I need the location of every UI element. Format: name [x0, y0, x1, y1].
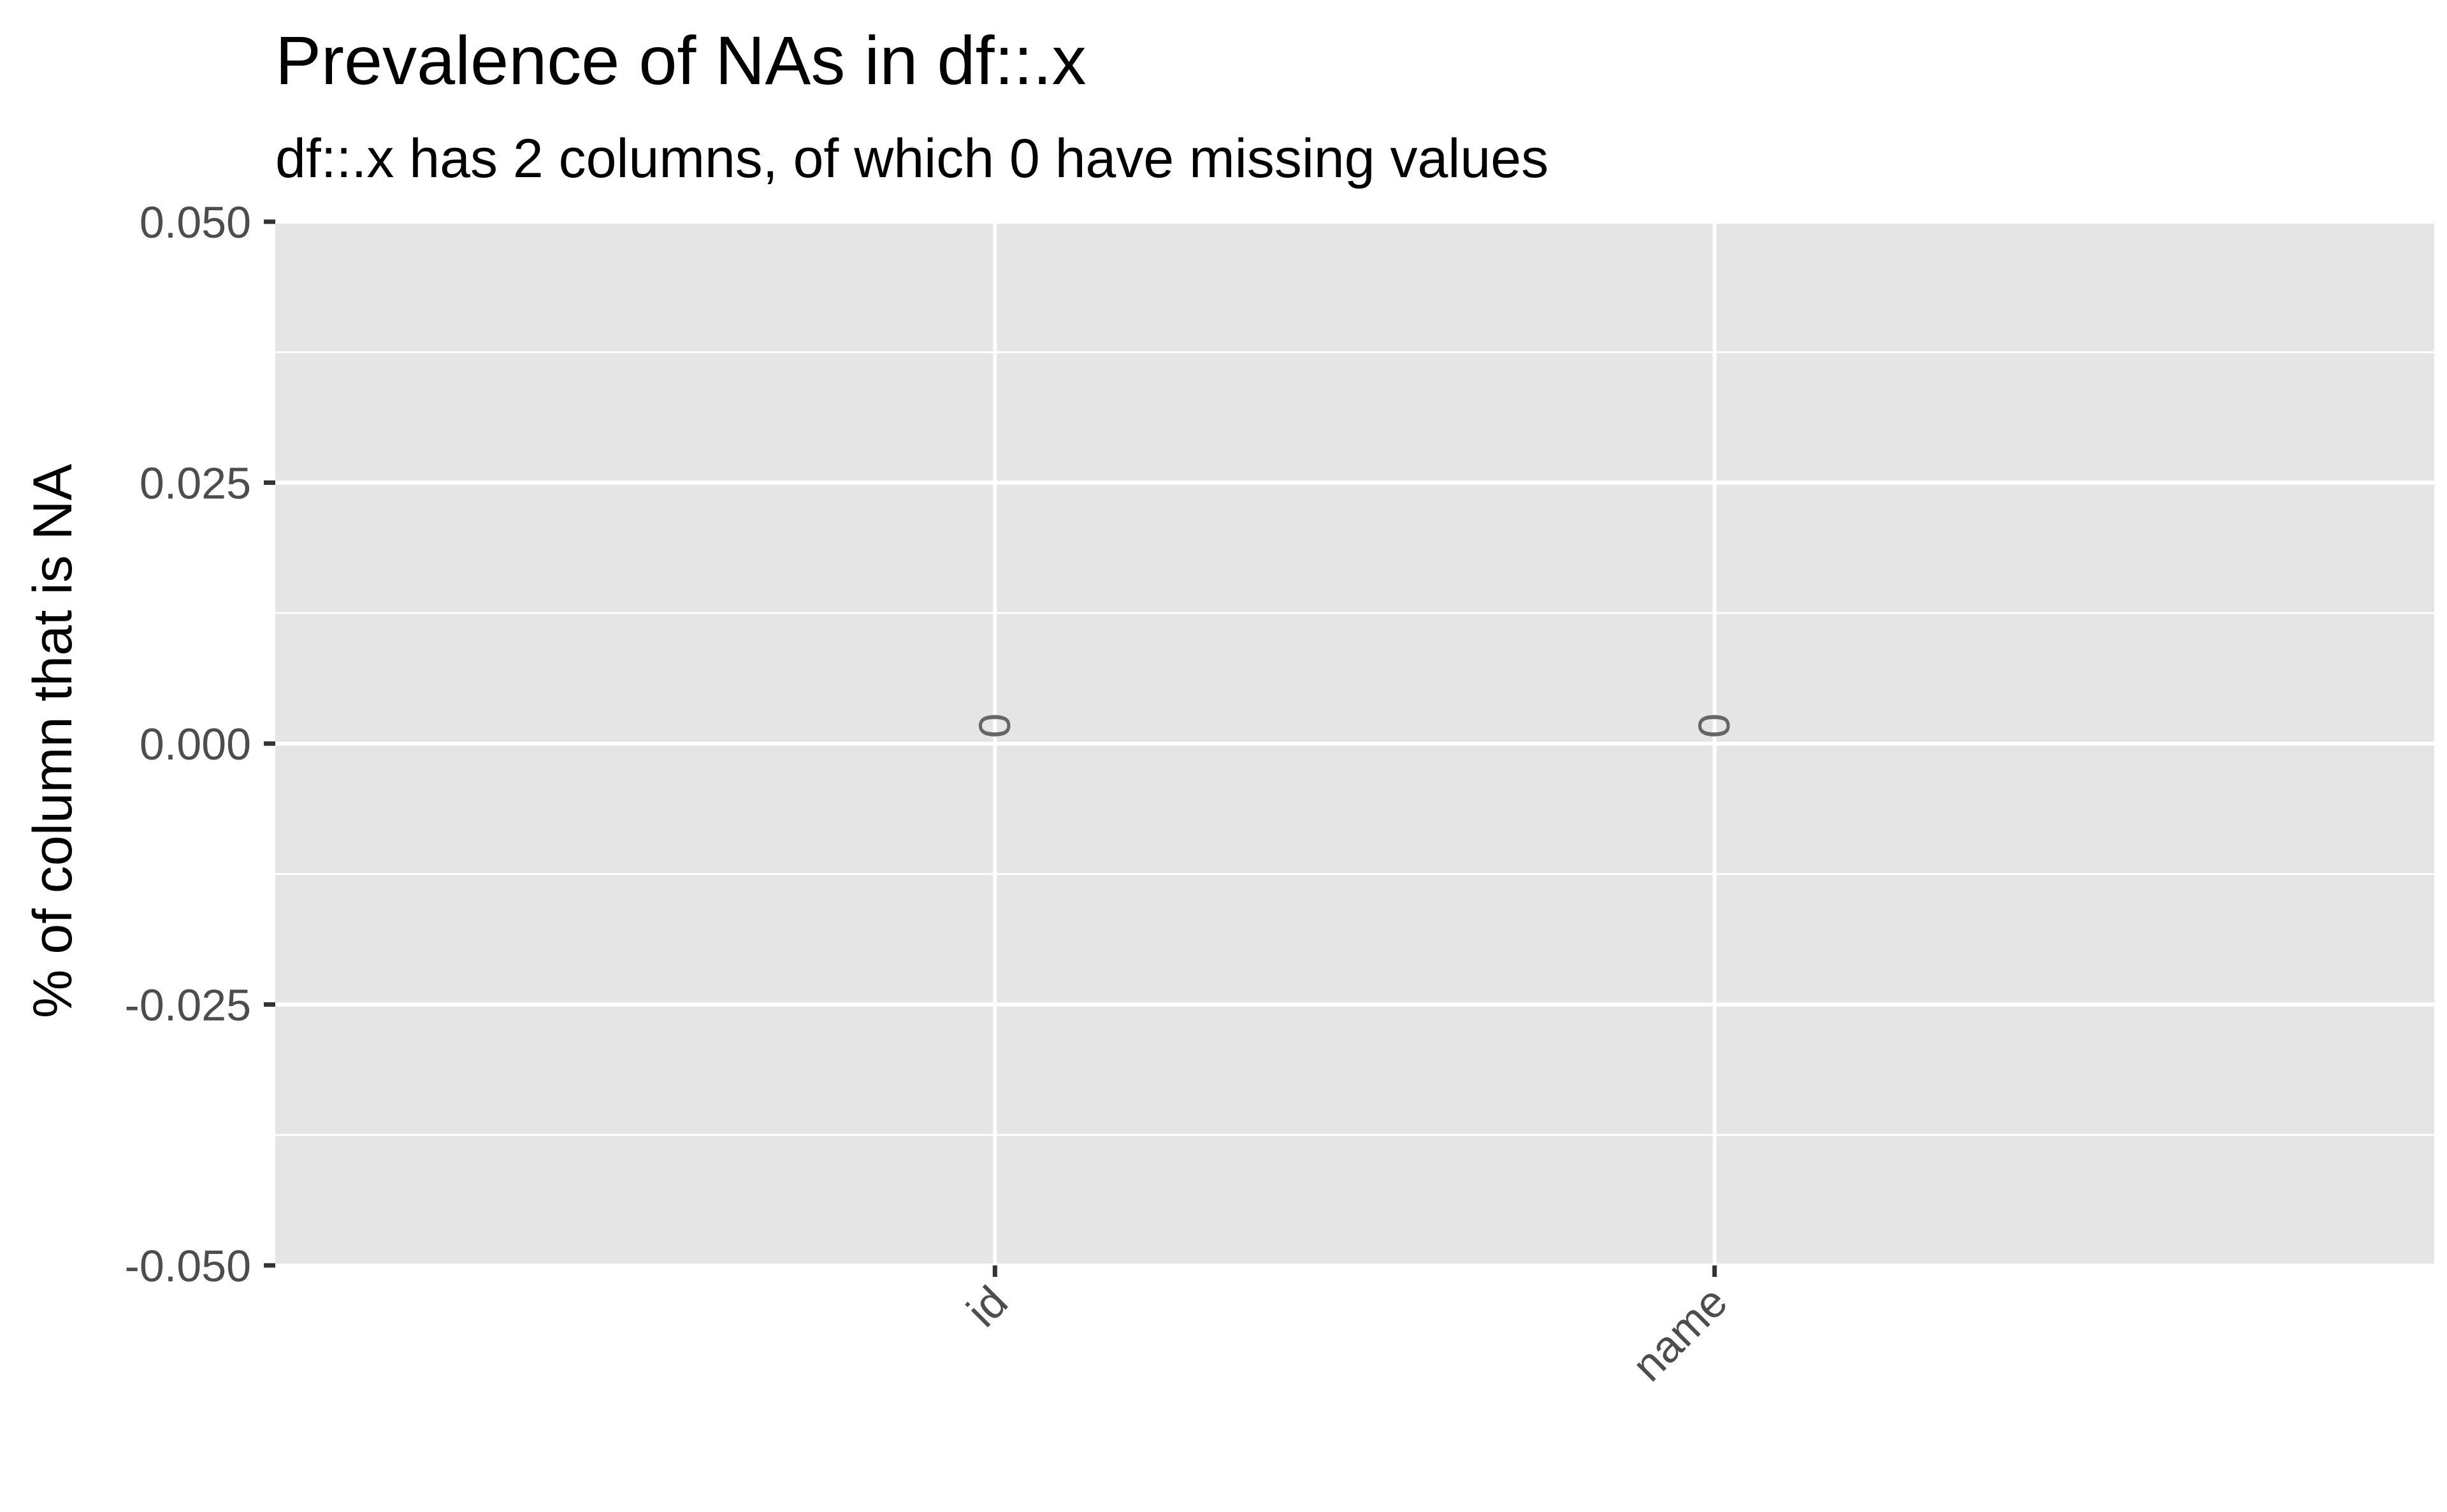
y-axis: -0.050 -0.025 0.000 0.025 0.050 — [125, 198, 275, 1291]
data-label: 0 — [1689, 714, 1739, 738]
y-tick-label: -0.025 — [125, 981, 251, 1030]
y-tick-label: 0.025 — [140, 459, 251, 508]
chart-title: Prevalence of NAs in df::.x — [275, 22, 1086, 99]
plot-panel — [275, 220, 2434, 1267]
chart-subtitle: df::.x has 2 columns, of which 0 have mi… — [275, 128, 1548, 189]
data-label: 0 — [969, 714, 1019, 738]
x-axis: id name — [957, 1265, 1736, 1390]
y-axis-title: % of column that is NA — [22, 463, 83, 1018]
x-tick-label: name — [1622, 1276, 1736, 1390]
y-tick-label: 0.050 — [140, 198, 251, 247]
y-tick-label: -0.050 — [125, 1241, 251, 1291]
y-tick-label: 0.000 — [140, 719, 251, 769]
x-tick-label: id — [957, 1276, 1017, 1336]
